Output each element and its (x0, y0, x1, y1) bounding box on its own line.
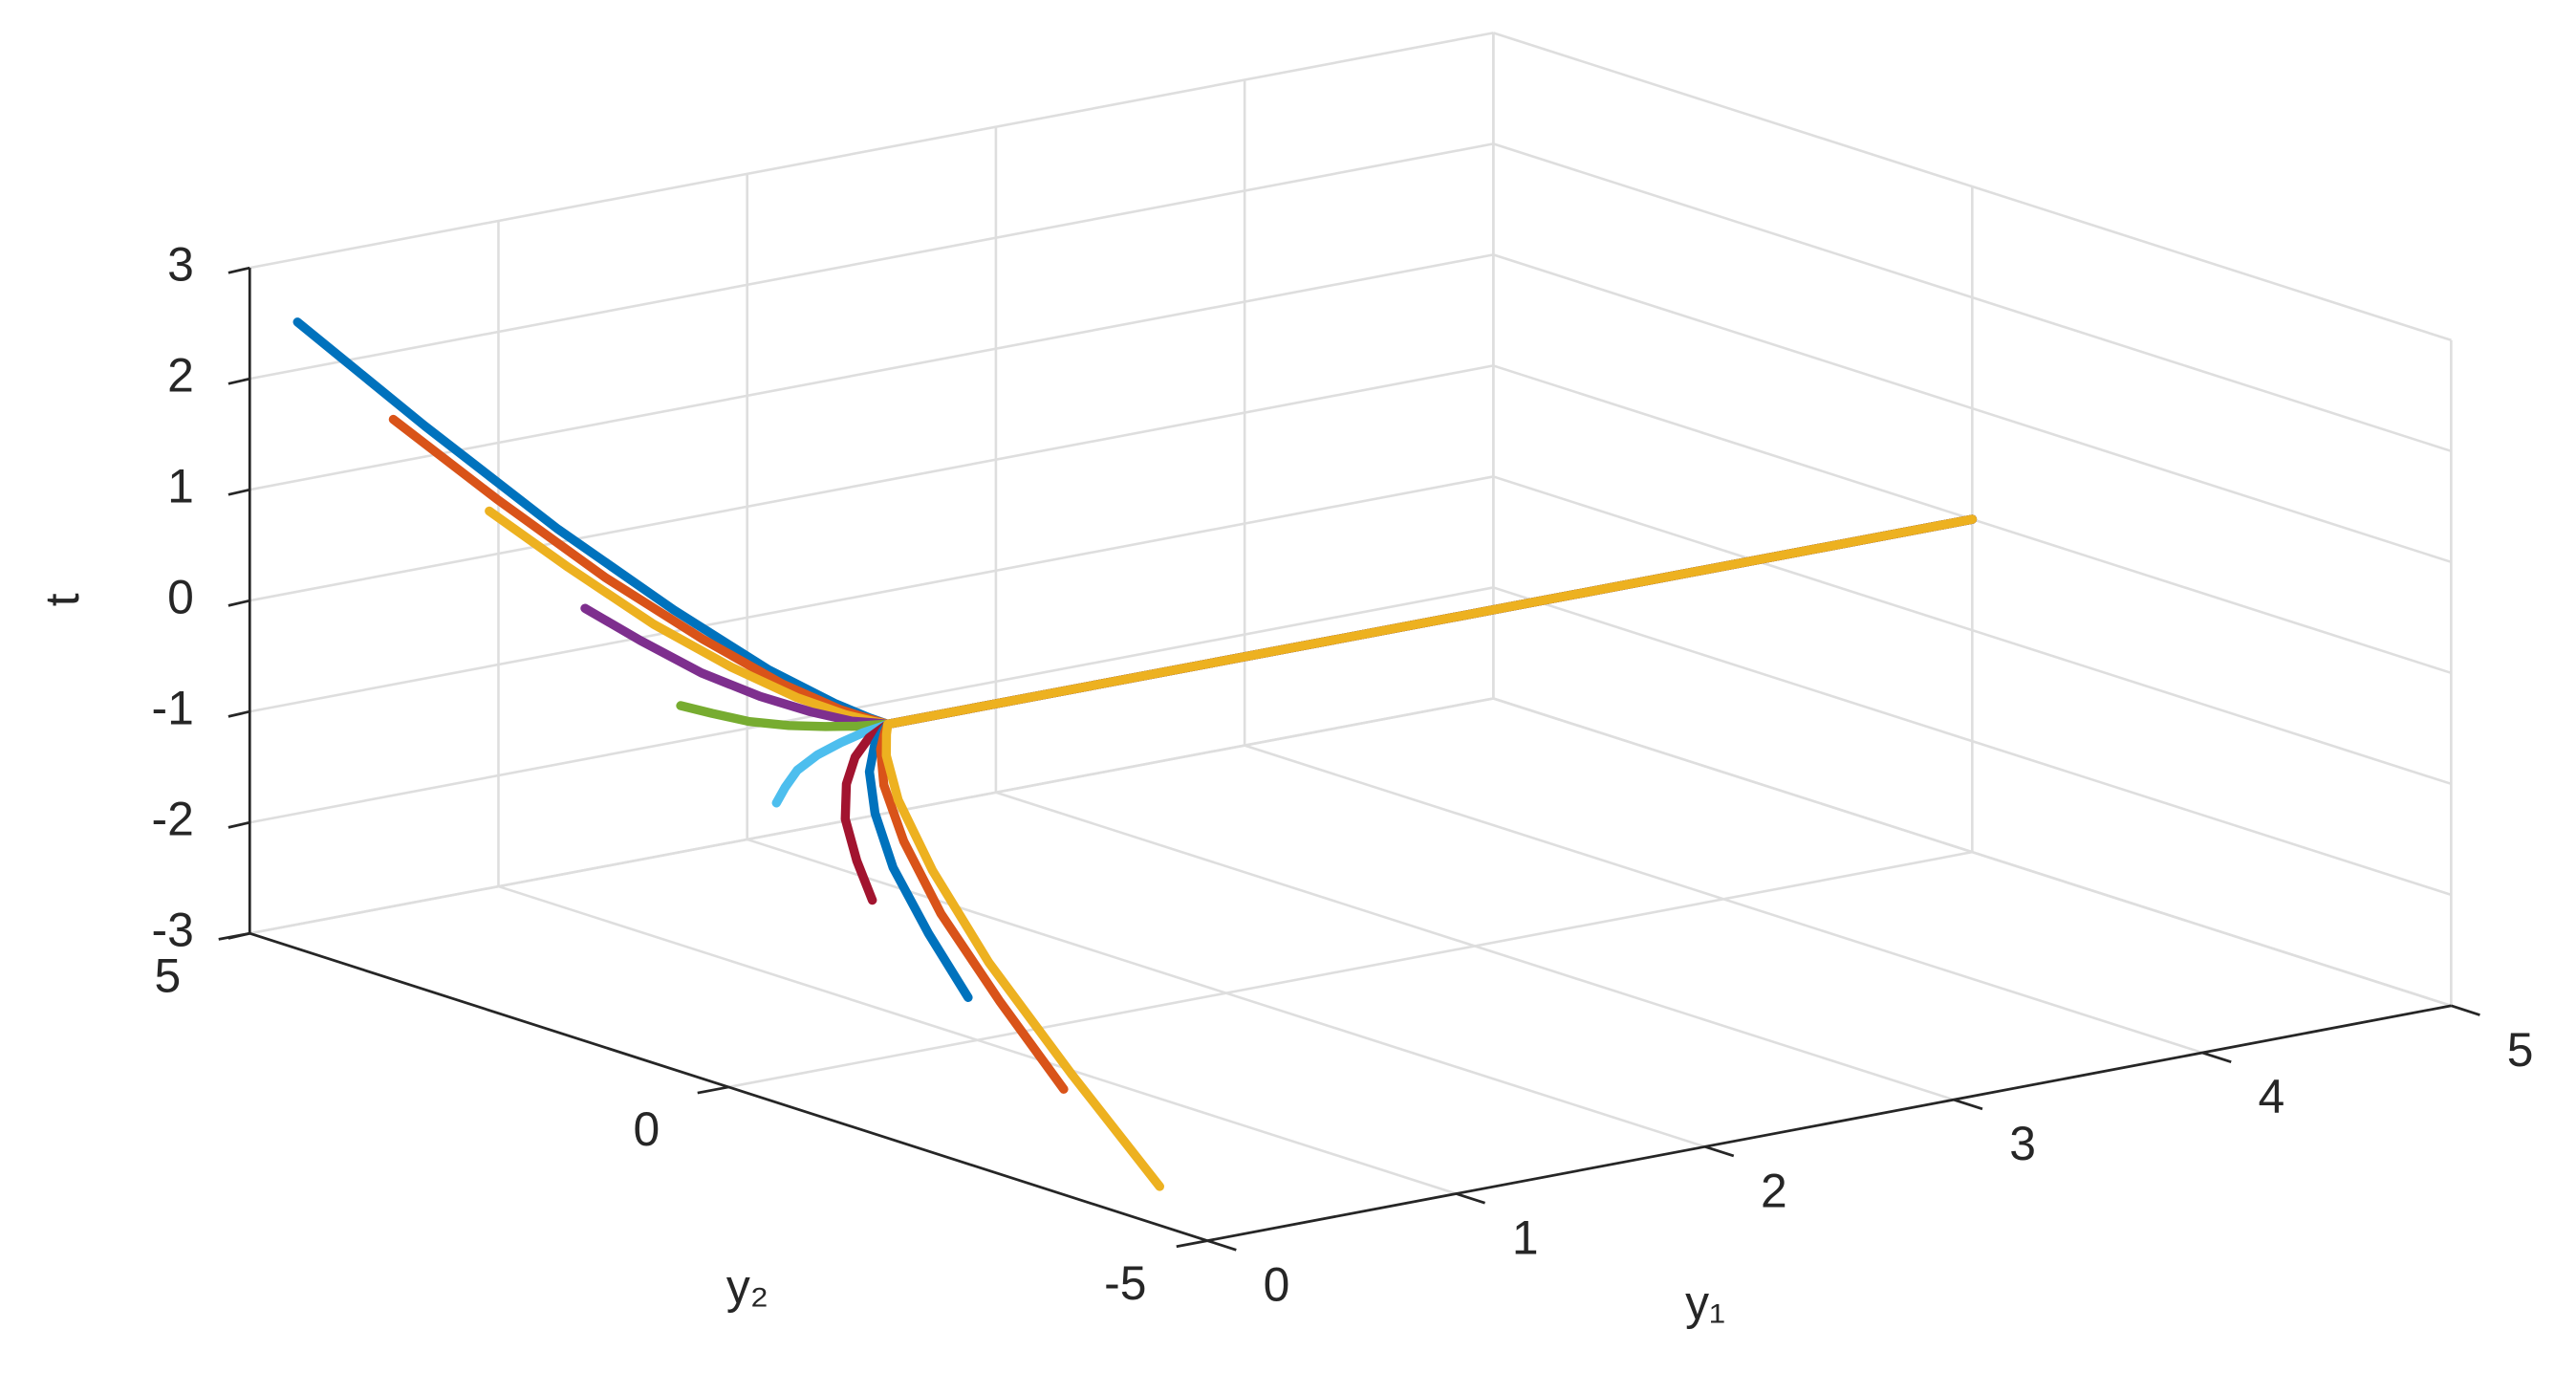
tick-mark (697, 1085, 729, 1095)
x-tick-label: 0 (1264, 1258, 1290, 1312)
grid-line (1492, 475, 2452, 786)
grid-line (1492, 253, 2452, 564)
grid-line (249, 475, 1494, 713)
z-tick-label: 1 (167, 459, 194, 512)
grid-line (1492, 32, 2452, 342)
grid-line (1492, 142, 2452, 453)
grid-line (1492, 697, 2452, 1008)
x-tick-label: 3 (2009, 1117, 2036, 1170)
trajectory (771, 514, 1978, 808)
grid-line (249, 32, 1494, 270)
x-tick-label: 4 (2258, 1070, 2284, 1123)
grid-line (249, 586, 1494, 824)
tick-mark (1953, 1098, 1983, 1111)
tick-mark (227, 820, 250, 829)
grid-line (249, 142, 1494, 381)
tick-mark (227, 266, 250, 274)
x-tick-label: 5 (2507, 1023, 2534, 1077)
tick-mark (227, 377, 250, 385)
trajectory (676, 514, 1978, 731)
z-tick-label: -1 (151, 681, 193, 734)
trajectory (881, 514, 1978, 1191)
z-tick-label: -3 (151, 903, 193, 956)
z-tick-label: -2 (151, 792, 193, 845)
y-tick-label: 0 (633, 1102, 660, 1156)
tick-mark (227, 488, 250, 496)
y-tick-label: 5 (154, 949, 181, 1003)
tick-mark (1704, 1145, 1735, 1158)
x-tick-label: 2 (1761, 1164, 1787, 1217)
grid-line (1492, 586, 2452, 897)
tick-mark (1176, 1239, 1208, 1249)
x-axis-label: y₁ (1685, 1276, 1725, 1330)
trajectory (388, 414, 1978, 730)
y-tick-label: -5 (1104, 1256, 1146, 1310)
z-tick-label: 0 (167, 570, 194, 623)
tick-mark (227, 599, 250, 607)
trajectory (485, 506, 1978, 730)
tick-mark (227, 709, 250, 718)
y-axis-label: y₂ (726, 1259, 768, 1313)
tick-mark (1456, 1192, 1485, 1205)
axis-line (1207, 1004, 2452, 1242)
z-axis-label: t (35, 593, 89, 606)
grid-line (249, 364, 1494, 602)
grid-line (728, 850, 1973, 1089)
tick-mark (2450, 1004, 2480, 1016)
trajectory (292, 317, 1978, 730)
z-tick-label: 2 (167, 348, 194, 402)
tick-mark (2201, 1051, 2232, 1063)
z-tick-label: 3 (167, 237, 194, 291)
tick-mark (1206, 1239, 1237, 1252)
tick-mark (227, 931, 250, 940)
x-tick-label: 1 (1512, 1211, 1539, 1265)
